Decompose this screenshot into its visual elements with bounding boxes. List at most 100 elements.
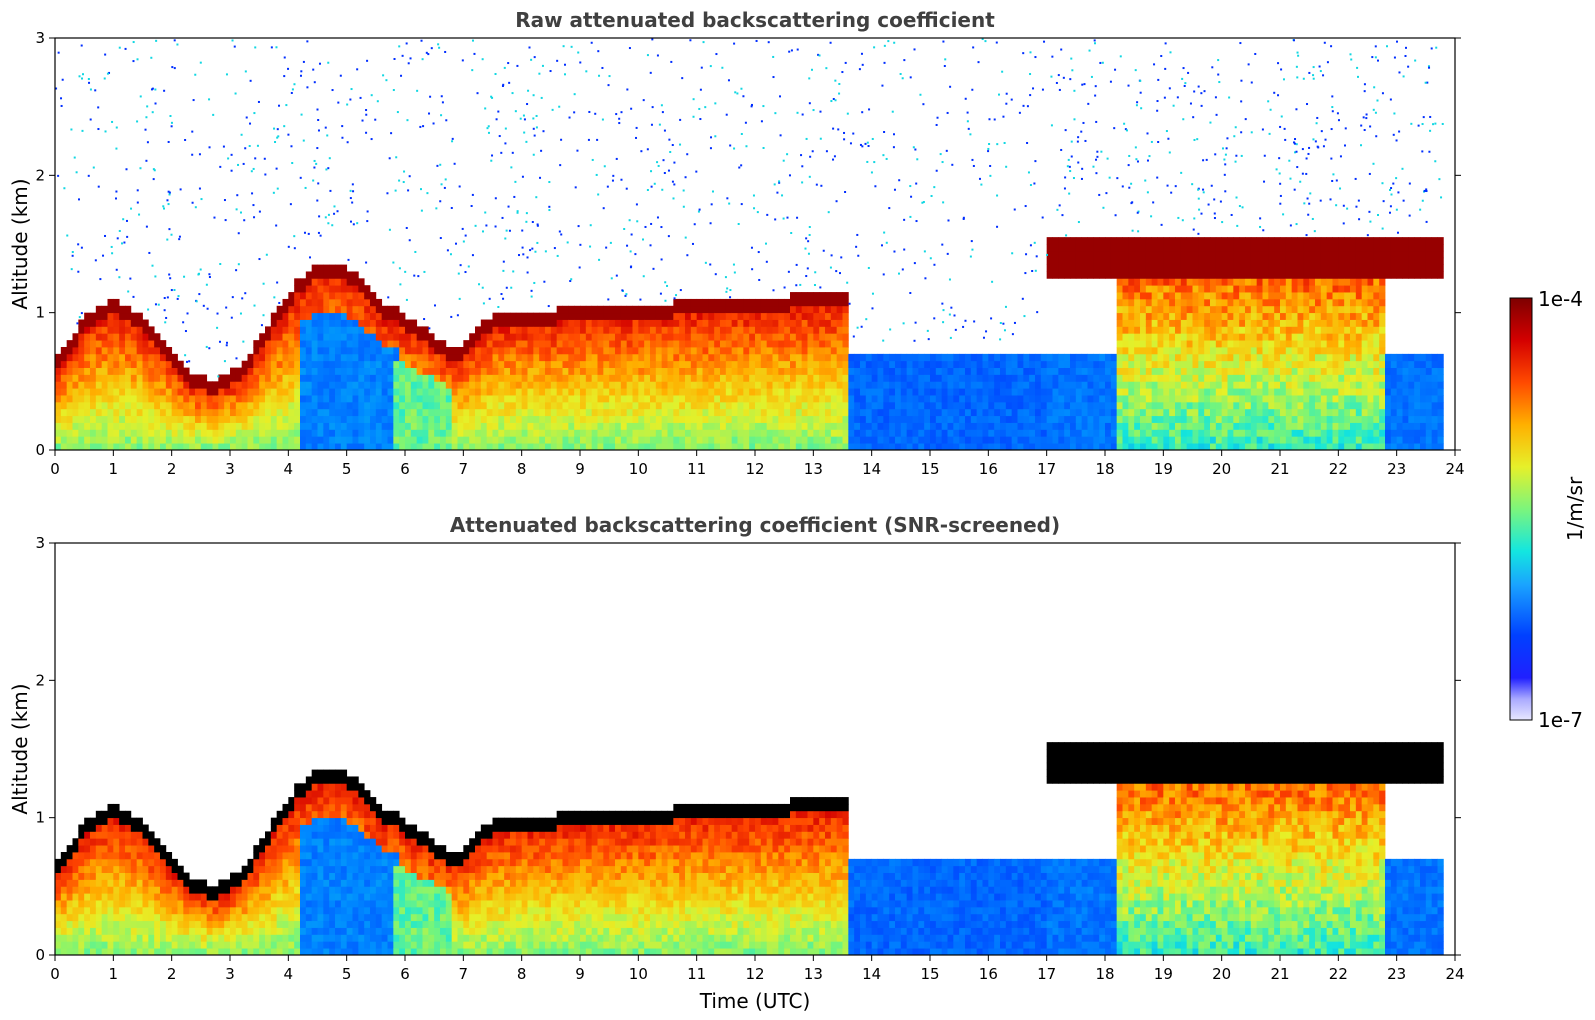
heatmap-cell (125, 436, 132, 444)
heatmap-cell (1046, 244, 1053, 252)
heatmap-cell (620, 408, 628, 417)
heatmap-cell (1291, 415, 1298, 423)
heatmap-cell (731, 305, 738, 314)
heatmap-cell (527, 347, 534, 355)
heatmap-cell (521, 353, 528, 362)
heatmap-cell (259, 381, 266, 389)
heatmap-cell (1052, 237, 1059, 245)
heatmap-cell (282, 333, 289, 341)
heatmap-cell (667, 408, 674, 417)
heatmap-cell (690, 367, 698, 375)
heatmap-cell (1169, 278, 1176, 286)
heatmap-cell (1402, 443, 1409, 450)
heatmap-cell (346, 340, 353, 348)
heatmap-cell (941, 353, 948, 362)
heatmap-cell (784, 436, 791, 444)
heatmap-cell (1029, 415, 1036, 423)
heatmap-cell (912, 429, 919, 437)
heatmap-cell (101, 360, 108, 368)
heatmap-cell (1186, 292, 1193, 300)
heatmap-cell (1169, 436, 1176, 444)
heatmap-cell (883, 353, 890, 362)
heatmap-cell (1303, 340, 1310, 348)
heatmap-cell (1180, 298, 1188, 307)
heatmap-cell (1361, 374, 1368, 382)
heatmap-cell (947, 415, 954, 423)
heatmap-cell (282, 436, 289, 444)
heatmap-cell (1023, 401, 1030, 410)
heatmap-cell (381, 326, 388, 334)
heatmap-cell (1373, 353, 1380, 362)
heatmap-cell (364, 312, 371, 320)
heatmap-cell (224, 374, 231, 382)
heatmap-cell (1052, 388, 1059, 396)
heatmap-cell (1355, 381, 1363, 389)
heatmap-cell (947, 408, 954, 417)
heatmap-cell (959, 374, 966, 382)
heatmap-cell (982, 395, 989, 403)
heatmap-cell (95, 333, 103, 341)
heatmap-cell (906, 401, 913, 410)
heatmap-cell (1023, 388, 1030, 396)
heatmap-cell (1122, 237, 1129, 245)
heatmap-cell (1297, 353, 1304, 362)
heatmap-cell (667, 395, 674, 403)
heatmap-cell (1355, 408, 1363, 417)
heatmap-cell (795, 333, 803, 341)
heatmap-cell (661, 388, 668, 396)
heatmap-cell (644, 422, 651, 430)
heatmap-cell (1215, 429, 1223, 437)
heatmap-cell (1169, 353, 1176, 362)
heatmap-cell (1315, 278, 1322, 286)
heatmap-cell (679, 367, 686, 375)
heatmap-cell (113, 436, 120, 444)
heatmap-cell (603, 319, 610, 327)
heatmap-cell (1075, 443, 1083, 450)
heatmap-cell (1250, 422, 1258, 430)
heatmap-cell (620, 360, 628, 368)
heatmap-cell (1390, 264, 1398, 272)
heatmap-cell (568, 436, 575, 444)
heatmap-cell (690, 443, 698, 450)
heatmap-cell (340, 388, 348, 396)
heatmap-cell (130, 367, 138, 375)
heatmap-cell (1081, 436, 1088, 444)
heatmap-cell (340, 374, 348, 382)
heatmap-cell (1180, 305, 1188, 314)
heatmap-cell (1274, 292, 1281, 300)
heatmap-cell (177, 408, 184, 417)
heatmap-cell (953, 395, 960, 403)
heatmap-cell (877, 395, 884, 403)
heatmap-cell (591, 429, 598, 437)
heatmap-cell (1262, 415, 1269, 423)
heatmap-cell (504, 333, 511, 341)
heatmap-cell (78, 401, 85, 410)
heatmap-cell (988, 436, 995, 444)
heatmap-cell (1379, 305, 1386, 314)
heatmap-cell (428, 436, 435, 444)
heatmap-cell (1046, 271, 1053, 279)
heatmap-cell (1151, 319, 1158, 327)
heatmap-cell (690, 381, 698, 389)
heatmap-cell (200, 395, 208, 403)
heatmap-cell (480, 422, 488, 430)
heatmap-cell (212, 401, 219, 410)
heatmap-cell (136, 312, 143, 320)
heatmap-cell (760, 374, 768, 382)
heatmap-cell (1046, 374, 1053, 382)
heatmap-cell (1396, 271, 1403, 279)
heatmap-cell (1215, 436, 1223, 444)
heatmap-cell (766, 367, 773, 375)
heatmap-cell (1303, 292, 1310, 300)
heatmap-cell (830, 360, 838, 368)
heatmap-cell (725, 401, 733, 410)
heatmap-cell (615, 319, 622, 327)
heatmap-cell (130, 319, 138, 327)
heatmap-cell (218, 443, 225, 450)
heatmap-cell (1017, 388, 1024, 396)
heatmap-cell (463, 360, 470, 368)
heatmap-cell (1367, 237, 1374, 245)
heatmap-cell (445, 415, 453, 423)
heatmap-cell (300, 319, 307, 327)
heatmap-cell (1332, 244, 1339, 252)
